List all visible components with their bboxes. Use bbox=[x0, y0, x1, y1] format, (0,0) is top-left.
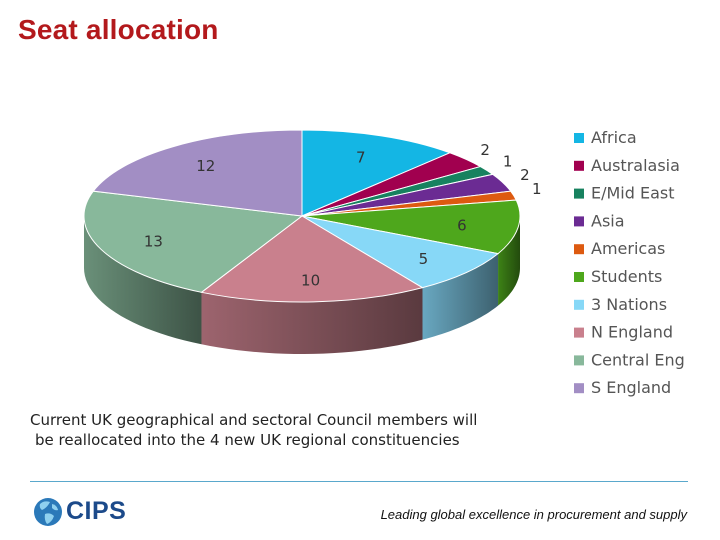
legend-label-australasia: Australasia bbox=[591, 156, 680, 175]
data-label-africa: 7 bbox=[356, 149, 366, 167]
legend-label-students: Students bbox=[591, 267, 662, 286]
legend-label-asia: Asia bbox=[591, 211, 625, 230]
caption: Current UK geographical and sectoral Cou… bbox=[30, 410, 500, 450]
tagline: Leading global excellence in procurement… bbox=[380, 507, 687, 522]
pie-sides bbox=[84, 216, 520, 354]
logo-text: CIPS bbox=[66, 497, 127, 525]
slice-n-england bbox=[200, 215, 424, 303]
slice-africa bbox=[301, 129, 452, 217]
cips-logo-icon bbox=[34, 498, 62, 526]
legend-swatch-africa bbox=[574, 133, 584, 143]
caption-line-2: be reallocated into the 4 new UK regiona… bbox=[35, 431, 460, 449]
legend: Africa Australasia E/Mid East Asia Americas S… bbox=[574, 128, 685, 397]
slice-side-central-eng bbox=[84, 216, 202, 345]
slice-3-nations bbox=[301, 215, 500, 289]
legend-label-americas: Americas bbox=[591, 239, 665, 258]
legend-swatch-n-england bbox=[574, 327, 584, 338]
legend-swatch-central-eng bbox=[574, 355, 584, 366]
legend-swatch-asia bbox=[574, 216, 584, 227]
data-label-s-england: 12 bbox=[196, 157, 215, 175]
slice-students bbox=[301, 199, 521, 255]
data-label-students: 6 bbox=[457, 216, 467, 234]
legend-swatch-americas bbox=[574, 244, 584, 255]
legend-swatch-3-nations bbox=[574, 299, 584, 310]
data-label-n-england: 10 bbox=[301, 272, 320, 290]
legend-swatch-s-england bbox=[574, 383, 584, 394]
slice-side-students bbox=[498, 216, 520, 306]
footer-divider bbox=[30, 481, 688, 482]
data-label-australasia: 2 bbox=[480, 141, 490, 159]
legend-label-n-england: N England bbox=[591, 323, 673, 342]
legend-label-s-england: S England bbox=[591, 378, 671, 397]
legend-swatch-students bbox=[574, 272, 584, 282]
legend-label-3-nations: 3 Nations bbox=[591, 295, 667, 314]
legend-swatch-e-mid-east bbox=[574, 188, 584, 199]
legend-label-e-mid-east: E/Mid East bbox=[591, 184, 675, 203]
slide-title: Seat allocation bbox=[18, 14, 219, 45]
legend-label-africa: Africa bbox=[591, 128, 637, 147]
data-label-3-nations: 5 bbox=[419, 250, 429, 268]
slice-side-3-nations bbox=[422, 253, 499, 340]
slice-side-n-england bbox=[201, 287, 423, 354]
slice-central-eng bbox=[83, 190, 304, 293]
legend-swatch-australasia bbox=[574, 160, 584, 171]
data-label-asia: 2 bbox=[520, 166, 530, 184]
caption-line-1: Current UK geographical and sectoral Cou… bbox=[30, 411, 478, 429]
data-label-central-eng: 13 bbox=[144, 233, 163, 251]
slice-s-england bbox=[92, 129, 303, 217]
legend-label-central-eng: Central Eng bbox=[591, 350, 685, 369]
data-label-e-mid-east: 1 bbox=[503, 153, 513, 171]
data-label-americas: 1 bbox=[532, 180, 542, 198]
pie-slices bbox=[83, 129, 521, 303]
